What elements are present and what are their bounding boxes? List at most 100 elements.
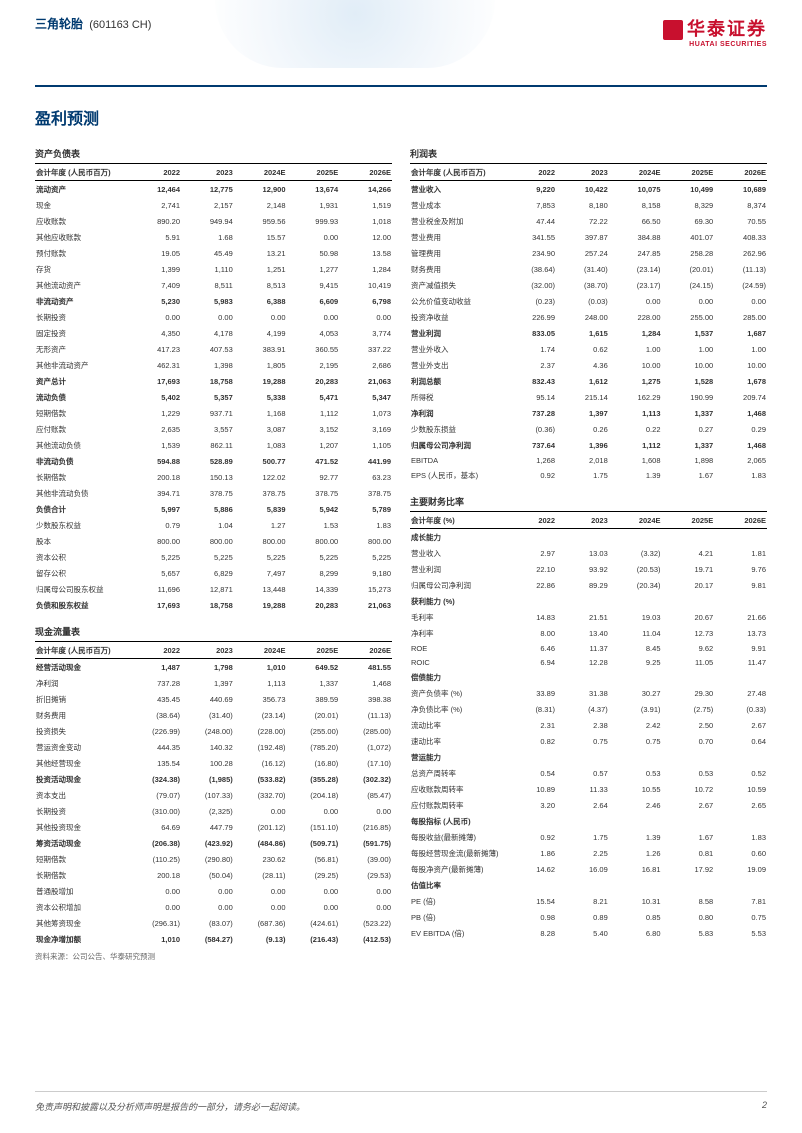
cell-value: 447.79 (181, 819, 234, 835)
cell-value: 150.13 (181, 469, 234, 485)
table-row: 其他非流动资产462.311,3981,8052,1952,686 (35, 357, 392, 373)
table-row: 营业外支出2.374.3610.0010.0010.00 (410, 357, 767, 373)
table-row: 总资产周转率0.540.570.530.530.52 (410, 765, 767, 781)
cell-value: 50.98 (287, 245, 340, 261)
cell-value: (56.81) (287, 851, 340, 867)
cell-value: 1.68 (181, 229, 234, 245)
cell-value: 2.31 (503, 717, 556, 733)
cell-value: (83.07) (181, 915, 234, 931)
cell-value: 6.94 (503, 655, 556, 669)
cell-value: 15.54 (503, 893, 556, 909)
cell-value: (509.71) (287, 835, 340, 851)
table-row: 其他非流动负债394.71378.75378.75378.75378.75 (35, 485, 392, 501)
table-row: 速动比率0.820.750.750.700.64 (410, 733, 767, 749)
cell-value: 0.00 (339, 883, 392, 899)
year-header: 2026E (339, 164, 392, 181)
cell-value: 6,388 (234, 293, 287, 309)
cell-value: 0.29 (714, 421, 767, 437)
cell-value: 1,112 (609, 437, 662, 453)
cell-value: 398.38 (339, 691, 392, 707)
cash-flow-table: 会计年度 (人民币百万) 2022 2023 2024E 2025E 2026E… (35, 642, 392, 947)
cell-value: 3.20 (503, 797, 556, 813)
row-label: 非流动负债 (35, 453, 128, 469)
cell-value: 10,499 (662, 181, 715, 198)
cell-value: 5,225 (181, 549, 234, 565)
cell-value: 234.90 (503, 245, 556, 261)
cell-value: 1,468 (339, 675, 392, 691)
cell-value: 389.59 (287, 691, 340, 707)
cell-value: (31.40) (181, 707, 234, 723)
cell-value: 6,829 (181, 565, 234, 581)
cell-value: 255.00 (662, 309, 715, 325)
cell-value: 0.00 (234, 899, 287, 915)
cell-value: 8,511 (181, 277, 234, 293)
table-row: 归属母公司净利润737.641,3961,1121,3371,468 (410, 437, 767, 453)
cell-value: 2.67 (662, 797, 715, 813)
cell-value: (29.25) (287, 867, 340, 883)
cell-value: (0.36) (503, 421, 556, 437)
content-area: 资产负债表 会计年度 (人民币百万) 2022 2023 2024E 2025E… (35, 139, 767, 968)
table-row: 少数股东权益0.791.041.271.531.83 (35, 517, 392, 533)
row-label: 留存公积 (35, 565, 128, 581)
table-row: 资产负债率 (%)33.8931.3830.2729.3027.48 (410, 685, 767, 701)
row-label: 总资产周转率 (410, 765, 503, 781)
cell-value: 0.79 (128, 517, 181, 533)
cell-value: 19.05 (128, 245, 181, 261)
cell-value: 1,284 (339, 261, 392, 277)
table-row: 所得税95.14215.14162.29190.99209.74 (410, 389, 767, 405)
cell-value: (523.22) (339, 915, 392, 931)
cell-value: 2,741 (128, 197, 181, 213)
table-row: 非流动负债594.88528.89500.77471.52441.99 (35, 453, 392, 469)
cell-value: 949.94 (181, 213, 234, 229)
cell-value: 394.71 (128, 485, 181, 501)
cell-value: 1,073 (339, 405, 392, 421)
cell-value: 8.45 (609, 641, 662, 655)
row-label: EV EBITDA (倍) (410, 925, 503, 941)
table-row: 短期借款1,229937.711,1681,1121,073 (35, 405, 392, 421)
page-number: 2 (762, 1100, 767, 1113)
cell-value: (584.27) (181, 931, 234, 947)
cell-value: 72.22 (556, 213, 609, 229)
row-label: 投资活动现金 (35, 771, 128, 787)
cell-value: 2.64 (556, 797, 609, 813)
table-row: ROE6.4611.378.459.629.91 (410, 641, 767, 655)
table-row: 投资净收益226.99248.00228.00255.00285.00 (410, 309, 767, 325)
cell-value: 0.00 (181, 899, 234, 915)
year-header: 2023 (556, 164, 609, 181)
cell-value: (423.92) (181, 835, 234, 851)
cell-value: 440.69 (181, 691, 234, 707)
cell-value: 1,397 (181, 675, 234, 691)
row-label: 营业收入 (410, 545, 503, 561)
cell-value: (355.28) (287, 771, 340, 787)
row-label: 资本公积 (35, 549, 128, 565)
row-label: 其他流动资产 (35, 277, 128, 293)
cell-value: 6.80 (609, 925, 662, 941)
cell-value: 16.09 (556, 861, 609, 877)
cell-value: 20.67 (662, 609, 715, 625)
cell-value: 7.81 (714, 893, 767, 909)
cell-value: 341.55 (503, 229, 556, 245)
row-label: 资本公积增加 (35, 899, 128, 915)
cell-value: 435.45 (128, 691, 181, 707)
cell-value: 1.27 (234, 517, 287, 533)
year-header: 2025E (287, 642, 340, 659)
cell-value: 737.64 (503, 437, 556, 453)
cell-value: 5,338 (234, 389, 287, 405)
cell-value: 226.99 (503, 309, 556, 325)
cell-value: (533.82) (234, 771, 287, 787)
cell-value: 1,018 (339, 213, 392, 229)
cell-value: 890.20 (128, 213, 181, 229)
cell-value: 5,471 (287, 389, 340, 405)
cell-value: 1,931 (287, 197, 340, 213)
cell-value: 2,065 (714, 453, 767, 467)
year-header: 2024E (609, 164, 662, 181)
table-row: 固定投资4,3504,1784,1994,0533,774 (35, 325, 392, 341)
cell-value: 5,402 (128, 389, 181, 405)
cell-value: 47.44 (503, 213, 556, 229)
cell-value: 800.00 (287, 533, 340, 549)
cell-value: 2.42 (609, 717, 662, 733)
cell-value: 0.00 (181, 309, 234, 325)
table-row: 资本公积增加0.000.000.000.000.00 (35, 899, 392, 915)
cell-value: 262.96 (714, 245, 767, 261)
cell-value: 33.89 (503, 685, 556, 701)
